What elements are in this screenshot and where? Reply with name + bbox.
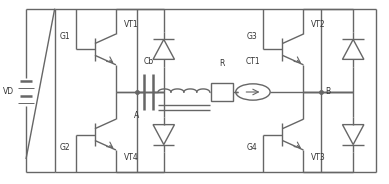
Text: B: B [325, 88, 330, 96]
Text: A: A [134, 111, 140, 120]
Text: G1: G1 [60, 32, 70, 41]
Text: G2: G2 [60, 143, 70, 152]
Text: R: R [219, 59, 224, 68]
Text: VT4: VT4 [124, 153, 138, 162]
Text: VT3: VT3 [311, 153, 326, 162]
Text: G3: G3 [247, 32, 258, 41]
Text: Cb: Cb [144, 57, 154, 66]
Text: G4: G4 [247, 143, 258, 152]
Text: VT2: VT2 [311, 20, 326, 29]
FancyBboxPatch shape [211, 83, 233, 101]
Text: VD: VD [4, 88, 14, 96]
Text: VT1: VT1 [124, 20, 138, 29]
Text: CT1: CT1 [245, 57, 260, 66]
